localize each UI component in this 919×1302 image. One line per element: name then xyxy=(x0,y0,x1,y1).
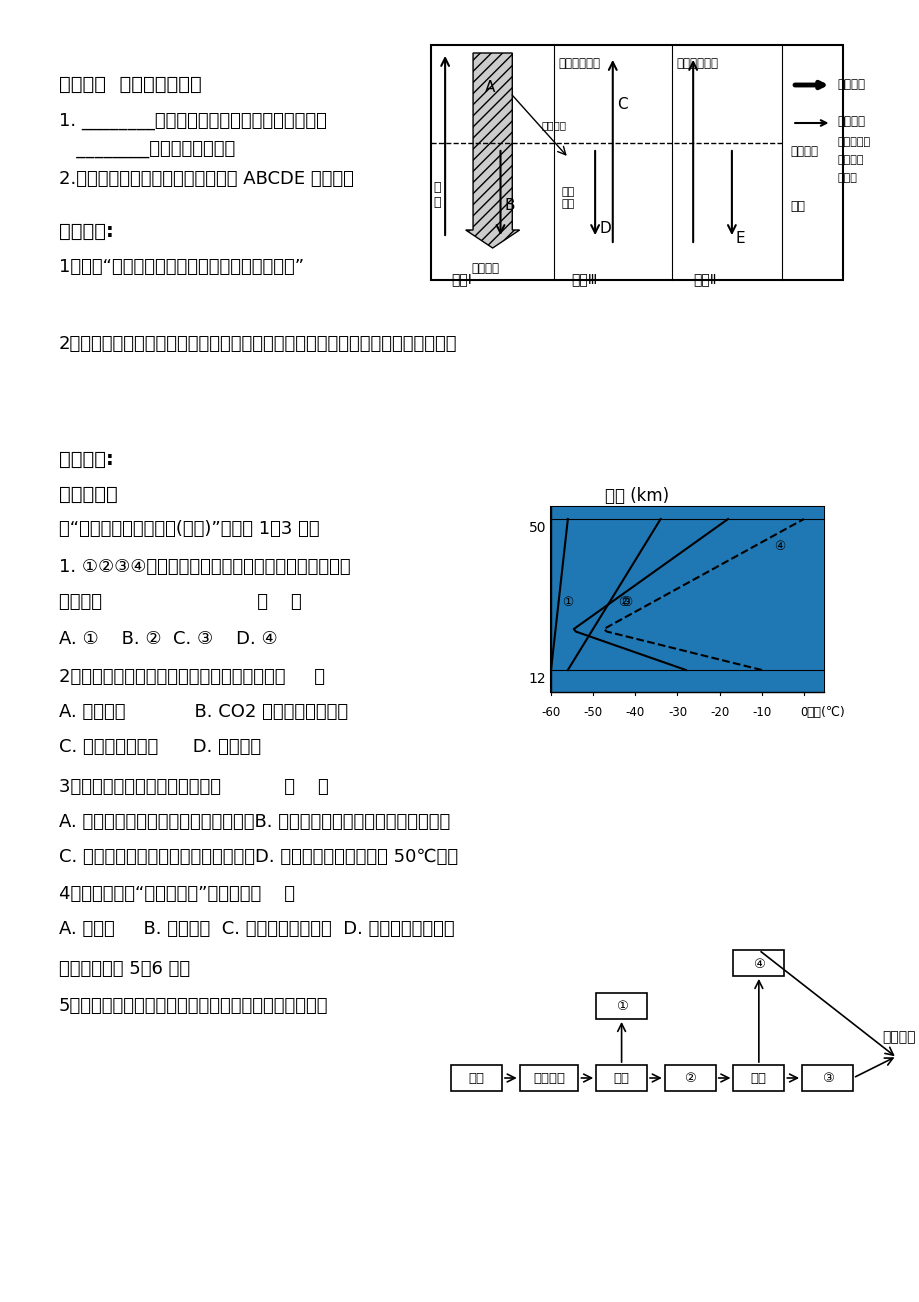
Text: 温度(℃): 温度(℃) xyxy=(805,706,844,719)
Text: A. 气压低     B. 空气稀薄  C. 到达的太阳辐射少  D. 到达的地面辐射少: A. 气压低 B. 空气稀薄 C. 到达的太阳辐射少 D. 到达的地面辐射少 xyxy=(59,921,454,937)
Text: 射向宇宙空间: 射向宇宙空间 xyxy=(675,57,718,70)
Text: ③: ③ xyxy=(821,1073,833,1086)
Text: -50: -50 xyxy=(583,706,602,719)
FancyArrow shape xyxy=(465,53,519,247)
Text: 2.大气的受热过程如右图所示，说出 ABCDE 的含义。: 2.大气的受热过程如右图所示，说出 ABCDE 的含义。 xyxy=(59,171,353,187)
Text: 知识点二  大气的受热过程: 知识点二 大气的受热过程 xyxy=(59,76,201,94)
Text: 地面吸收: 地面吸收 xyxy=(471,262,498,275)
Text: 一、选择题: 一、选择题 xyxy=(59,486,118,504)
Text: A. 有电离层，对无线电通讯有重要作用B. 天气晴朗，对流旺盛，利于高空飞行: A. 有电离层，对无线电通讯有重要作用B. 天气晴朗，对流旺盛，利于高空飞行 xyxy=(59,812,449,831)
Text: 大气: 大气 xyxy=(750,1073,766,1086)
Text: 大气
吸收: 大气 吸收 xyxy=(562,187,574,208)
Text: 过程Ⅱ: 过程Ⅱ xyxy=(692,272,716,286)
Text: C. 臭氧吸收紫外线      D. 人类活动: C. 臭氧吸收紫外线 D. 人类活动 xyxy=(59,738,261,756)
Text: 1．解释“太阳暖大地，大地暖大气，大气还大地”: 1．解释“太阳暖大地，大地暖大气，大气还大地” xyxy=(59,258,303,276)
Text: ④: ④ xyxy=(752,957,764,970)
Text: 过程Ⅰ: 过程Ⅰ xyxy=(450,272,471,286)
Text: 2．影响该大气层气温垂直变化的主要因素是（     ）: 2．影响该大气层气温垂直变化的主要因素是（ ） xyxy=(59,668,324,686)
Text: 大气吸收: 大气吸收 xyxy=(541,121,566,130)
Text: ③: ③ xyxy=(620,596,631,609)
Text: 高度 (km): 高度 (km) xyxy=(605,487,668,505)
Text: 当堂检测:: 当堂检测: xyxy=(59,450,113,469)
Text: -10: -10 xyxy=(752,706,771,719)
Text: A. 地面辐射            B. CO2 气体吸收地面辐射: A. 地面辐射 B. CO2 气体吸收地面辐射 xyxy=(59,703,347,721)
Text: D: D xyxy=(598,221,610,236)
Bar xyxy=(519,1065,578,1091)
Bar xyxy=(596,993,646,1019)
Text: E: E xyxy=(735,230,744,246)
Text: ①: ① xyxy=(615,1000,627,1013)
Text: A. ①    B. ②  C. ③    D. ④: A. ① B. ② C. ③ D. ④ xyxy=(59,630,278,648)
Text: ________辐射是根本来源。: ________辐射是根本来源。 xyxy=(59,141,235,158)
Text: 太阳辐射: 太阳辐射 xyxy=(532,1073,564,1086)
Text: 读右图，回答 5～6 题。: 读右图，回答 5～6 题。 xyxy=(59,960,189,978)
Text: ④: ④ xyxy=(774,540,785,553)
Text: 宇宙空间: 宇宙空间 xyxy=(881,1030,915,1044)
Text: A: A xyxy=(484,79,494,95)
Text: 多少）: 多少） xyxy=(836,173,857,184)
Text: 1. ①②③④四条曲线中，正确表示大气层气温垂直分布: 1. ①②③④四条曲线中，正确表示大气层气温垂直分布 xyxy=(59,559,350,575)
Text: 长波辄射: 长波辄射 xyxy=(836,115,865,128)
Text: -60: -60 xyxy=(540,706,560,719)
Text: C: C xyxy=(616,98,627,112)
Text: 合作探究:: 合作探究: xyxy=(59,223,113,241)
Text: B: B xyxy=(504,198,515,214)
Text: 短波辐射: 短波辐射 xyxy=(836,78,865,91)
Text: C. 上部冷下部热，空气以平流运动为主D. 顶部与底部的气温相差 50℃左右: C. 上部冷下部热，空气以平流运动为主D. 顶部与底部的气温相差 50℃左右 xyxy=(59,848,458,866)
Bar xyxy=(550,506,823,691)
Bar xyxy=(732,1065,784,1091)
Text: ②: ② xyxy=(618,596,629,609)
Text: 射向宇宙空间: 射向宇宙空间 xyxy=(558,57,600,70)
Text: 地面: 地面 xyxy=(613,1073,629,1086)
Text: 5．深秋至第二年早春，霜冻多出现在晴朗的夜晚，与图: 5．深秋至第二年早春，霜冻多出现在晴朗的夜晚，与图 xyxy=(59,997,328,1016)
Text: 2．秋冬季节，为什么北方农田常用人造烟幕的办法可以使地里的农作物免遇冻害？: 2．秋冬季节，为什么北方农田常用人造烟幕的办法可以使地里的农作物免遇冻害？ xyxy=(59,335,457,353)
Text: 太阳: 太阳 xyxy=(468,1073,484,1086)
Bar xyxy=(596,1065,646,1091)
Text: 反
射: 反 射 xyxy=(433,181,440,210)
Text: ②: ② xyxy=(684,1073,696,1086)
Text: 1. ________辐射是对流层大气能量的直接来源，: 1. ________辐射是对流层大气能量的直接来源， xyxy=(59,112,326,130)
Bar xyxy=(732,950,784,976)
Text: 3．有关图示大气层正确的叙述是           （    ）: 3．有关图示大气层正确的叙述是 （ ） xyxy=(59,779,328,796)
Bar xyxy=(431,46,842,280)
Text: 情况的是                           （    ）: 情况的是 （ ） xyxy=(59,592,301,611)
Text: ①: ① xyxy=(562,596,573,609)
Text: 4．同一经纬度“高处不胜寒”的原因是（    ）: 4．同一经纬度“高处不胜寒”的原因是（ ） xyxy=(59,885,294,904)
Text: 50: 50 xyxy=(528,521,546,535)
Text: 大气: 大气 xyxy=(789,201,804,214)
Text: 12: 12 xyxy=(528,672,546,686)
Text: 0: 0 xyxy=(800,706,807,719)
Text: 读“地球大气垂直分层图(部分)”，回答 1～3 题。: 读“地球大气垂直分层图(部分)”，回答 1～3 题。 xyxy=(59,519,319,538)
Text: 表示能量: 表示能量 xyxy=(836,155,863,165)
Text: 大气上界: 大气上界 xyxy=(789,145,817,158)
Text: -20: -20 xyxy=(709,706,729,719)
Text: -40: -40 xyxy=(625,706,644,719)
Text: 过程Ⅲ: 过程Ⅲ xyxy=(571,272,597,286)
Text: -30: -30 xyxy=(667,706,686,719)
Bar xyxy=(664,1065,715,1091)
Text: （箔头粗细: （箔头粗细 xyxy=(836,137,869,147)
Bar xyxy=(450,1065,502,1091)
Bar xyxy=(801,1065,852,1091)
Bar xyxy=(550,506,823,691)
